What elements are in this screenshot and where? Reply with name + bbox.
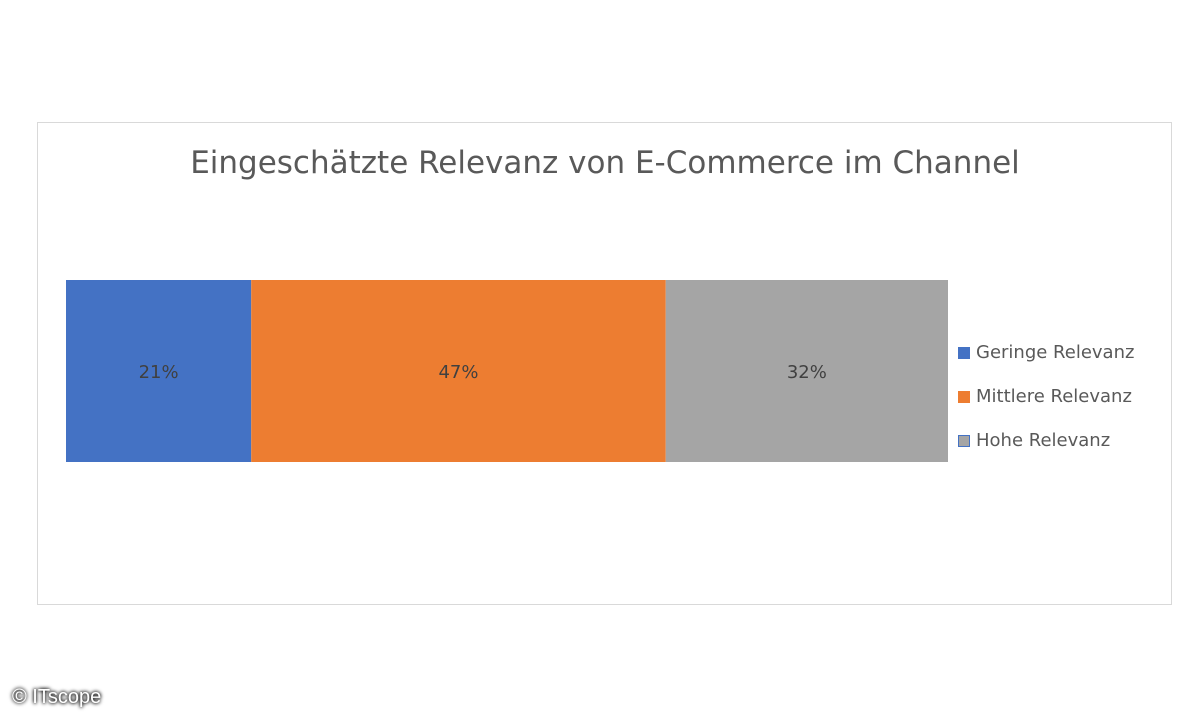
bar-segment-3 [665,280,948,462]
legend-item: Mittlere Relevanz [958,386,1132,407]
legend-item: Geringe Relevanz [958,342,1134,363]
legend-swatch [958,346,970,359]
data-label: 21% [139,362,179,383]
bar-segment-2 [251,280,666,462]
legend-label: Geringe Relevanz [976,342,1135,363]
legend-swatch [958,434,970,447]
data-label: 47% [438,362,478,383]
chart-area [37,122,1172,605]
legend-swatch [958,390,970,403]
copyright-credit: © ITscope [12,686,102,708]
legend-item: Hohe Relevanz [958,430,1110,451]
bar-segment-1 [66,280,252,462]
legend-label: Hohe Relevanz [976,430,1111,451]
data-label: 32% [787,362,827,383]
chart-title: Eingeschätzte Relevanz von E-Commerce im… [190,145,1020,181]
legend-label: Mittlere Relevanz [976,386,1132,407]
